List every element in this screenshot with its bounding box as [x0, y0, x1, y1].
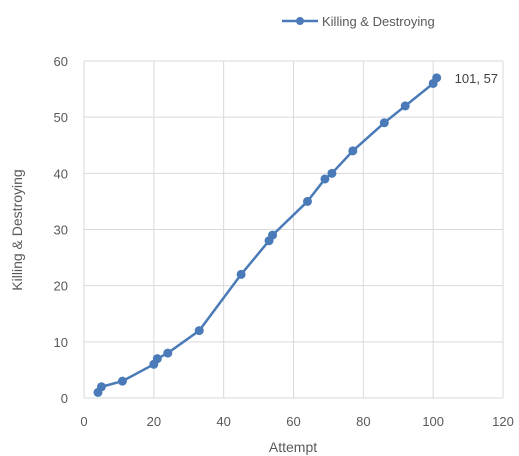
x-axis-ticks: 0 20 40 60 80 100 120 [80, 414, 513, 429]
data-point [327, 168, 337, 178]
legend-label: Killing & Destroying [322, 14, 435, 29]
x-tick-label: 100 [422, 414, 444, 429]
data-point [400, 101, 410, 111]
data-point [163, 348, 173, 358]
data-point [236, 269, 246, 279]
data-point [152, 354, 162, 364]
x-tick-label: 20 [147, 414, 161, 429]
y-tick-label: 20 [54, 279, 68, 294]
x-tick-label: 80 [356, 414, 370, 429]
series-layer [93, 73, 442, 397]
data-point [302, 196, 312, 206]
y-axis-title: Killing & Destroying [9, 169, 25, 290]
x-tick-label: 60 [286, 414, 300, 429]
y-tick-label: 10 [54, 335, 68, 350]
data-point [96, 382, 106, 392]
data-point [268, 230, 278, 240]
x-axis-title: Attempt [269, 439, 317, 455]
data-point [379, 118, 389, 128]
annotation-layer: 101, 57 [455, 71, 498, 86]
x-tick-label: 0 [80, 414, 87, 429]
data-point [348, 146, 358, 156]
data-point [432, 73, 442, 83]
y-tick-label: 50 [54, 110, 68, 125]
data-point [117, 376, 127, 386]
y-tick-label: 60 [54, 54, 68, 69]
legend-marker [296, 17, 304, 25]
x-tick-label: 120 [492, 414, 514, 429]
y-tick-label: 0 [61, 391, 68, 406]
y-tick-label: 40 [54, 166, 68, 181]
y-tick-label: 30 [54, 223, 68, 238]
legend: Killing & Destroying [282, 14, 435, 29]
data-label: 101, 57 [455, 71, 498, 86]
x-tick-label: 40 [216, 414, 230, 429]
y-axis-ticks: 0 10 20 30 40 50 60 [54, 54, 68, 406]
data-point [194, 326, 204, 336]
grid [83, 60, 504, 399]
data-point [320, 174, 330, 184]
